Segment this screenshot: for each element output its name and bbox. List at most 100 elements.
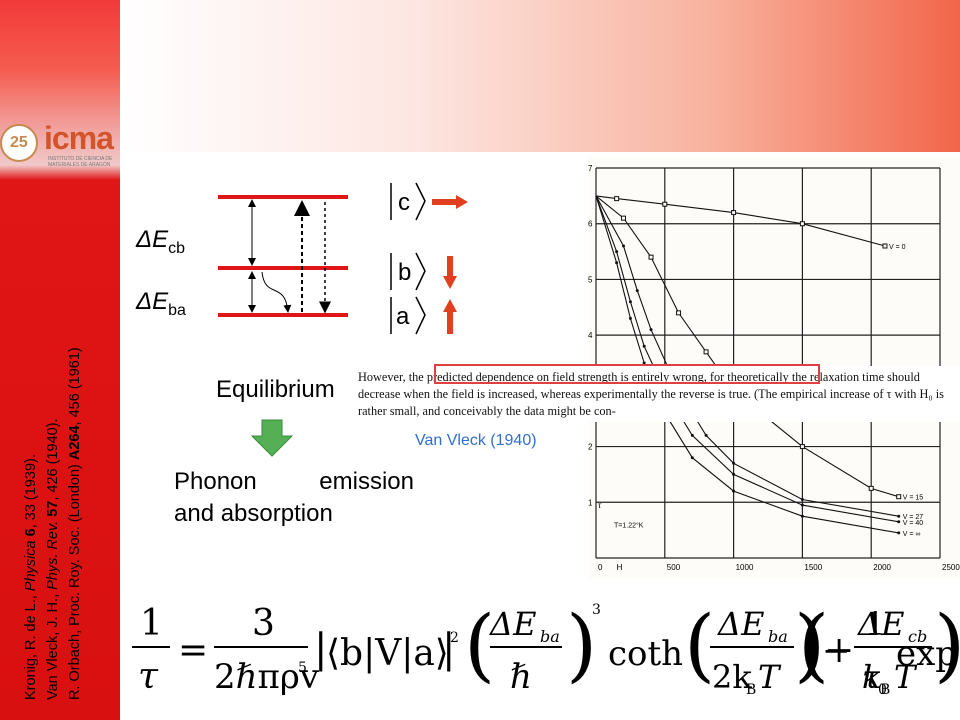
x-tick-label: 2500 G (942, 563, 960, 572)
data-point (648, 254, 654, 260)
svg-text:(: ( (684, 598, 715, 691)
series-label: V = 0 (889, 244, 906, 251)
phonon-label: Phonon emission and absorption (174, 468, 414, 527)
svg-text:3: 3 (252, 603, 275, 644)
ket-b-label: b (398, 259, 411, 286)
spin-up-arrow-icon (443, 299, 457, 334)
data-point (621, 215, 627, 221)
svg-text:): ) (794, 598, 825, 691)
svg-text:ℏ: ℏ (510, 657, 532, 697)
series-line (595, 195, 886, 247)
svg-text:⟨b|V|a⟩: ⟨b|V|a⟩ (326, 633, 449, 674)
data-point (868, 485, 874, 491)
x-tick-label: 1000 (736, 563, 754, 572)
data-point (897, 520, 901, 524)
y-tick-label: 1 (588, 498, 593, 507)
x-tick-label: 500 (667, 563, 681, 572)
series-label: V = 40 (903, 520, 924, 527)
spin-right-arrow-icon (432, 195, 468, 209)
data-point (799, 444, 805, 450)
y-tick-label: 5 (588, 275, 593, 284)
x-axis-label: H (617, 563, 623, 572)
svg-text:cb: cb (908, 627, 927, 646)
x-tick-label: 1500 (804, 563, 822, 572)
y-tick-label: 6 (588, 220, 593, 229)
relaxation-rate-formula: 1 τ = 3 2ℏπρv 5 | ⟨b|V|a⟩ | 2 ( ΔE ba ℏ … (132, 598, 957, 698)
svg-text:−: − (822, 631, 851, 671)
svg-text:=: = (178, 630, 208, 671)
logo-wordmark: icma (44, 120, 114, 156)
data-point (800, 498, 804, 501)
ket-c-label: c (398, 189, 410, 216)
formula-one: 1 (140, 603, 163, 644)
data-point (732, 461, 736, 465)
svg-text:2ℏπρv: 2ℏπρv (214, 657, 320, 697)
ket-b (390, 252, 426, 291)
svg-text:2: 2 (450, 630, 459, 646)
data-point (882, 243, 888, 249)
svg-text:ΔE: ΔE (856, 605, 904, 643)
formula-tau: τ (138, 656, 159, 697)
delta-e-cb-label: ΔEcb (136, 226, 186, 257)
svg-text:+: + (824, 630, 854, 671)
series-label: V = ∞ (903, 531, 921, 538)
data-point (628, 300, 632, 304)
svg-text:(: ( (464, 598, 495, 691)
data-point (732, 472, 736, 476)
svg-text:ba: ba (540, 627, 560, 646)
data-point (897, 531, 901, 535)
svg-text:2k: 2k (712, 658, 752, 696)
data-point (690, 456, 694, 460)
svg-text:τ: τ (862, 658, 881, 696)
data-point (676, 310, 682, 316)
data-point (800, 503, 804, 507)
x-tick-label: 2000 (873, 563, 891, 572)
vanvleck-credit: Van Vleck (1940) (415, 432, 537, 449)
delta-e-ba-label: ΔEba (136, 288, 186, 319)
data-point (799, 221, 805, 227)
anniversary-badge-icon: 25 (0, 124, 38, 162)
icma-logo: 25 icma INSTITUTO DE CIENCIA DE MATERIAL… (0, 120, 130, 170)
data-point (703, 349, 709, 355)
svg-text:(: ( (800, 598, 829, 691)
svg-text:): ) (934, 598, 960, 691)
data-point (628, 316, 632, 320)
data-point (731, 210, 737, 216)
ket-c (390, 182, 426, 221)
y-tick-label: 7 (588, 164, 593, 173)
temperature-annotation: T=1.22°K (614, 521, 644, 529)
svg-text:|: | (442, 626, 455, 672)
formula-exp-argument: ( − ΔE cb k B T ) (800, 598, 960, 698)
svg-text:B: B (880, 682, 890, 698)
series-line (595, 195, 899, 498)
svg-text:5: 5 (298, 660, 307, 676)
svg-text:exp: exp (896, 634, 957, 674)
logo-subtitle: INSTITUTO DE CIENCIA DE MATERIALES DE AR… (48, 156, 113, 168)
spin-down-arrow-icon (443, 256, 457, 289)
data-point (642, 361, 646, 365)
x-tick-label: 0 (598, 563, 603, 572)
y-axis-label: τ (598, 500, 602, 510)
relaxation-curve-arrow (261, 271, 292, 313)
svg-text:T: T (758, 658, 782, 696)
y-tick-label: 4 (588, 331, 593, 340)
data-point (690, 433, 694, 437)
svg-text:k: k (862, 658, 881, 696)
series-line (595, 195, 899, 523)
svg-text:|: | (314, 626, 327, 672)
ket-a (390, 296, 426, 335)
header-gradient-band (120, 0, 960, 152)
svg-text:T: T (894, 658, 918, 696)
data-point (732, 489, 736, 493)
series-label: V = 15 (903, 495, 924, 502)
svg-text:3: 3 (592, 602, 601, 618)
data-point (662, 201, 668, 207)
data-point (622, 244, 626, 248)
data-point (635, 289, 639, 293)
data-point (896, 494, 902, 500)
green-down-arrow-icon (250, 419, 294, 457)
data-point (642, 344, 646, 348)
svg-text:ΔE: ΔE (488, 605, 536, 643)
